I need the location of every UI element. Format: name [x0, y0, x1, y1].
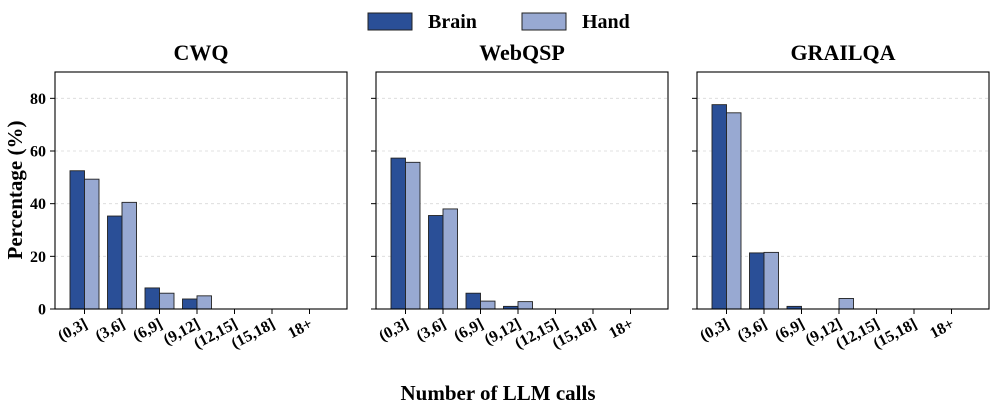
bar-hand [121, 201, 137, 310]
x-tick-label: (15,18] [229, 316, 278, 353]
y-tick-label: 0 [38, 302, 46, 319]
x-tick-label: (0,3] [697, 316, 732, 345]
panel-title: CWQ [174, 40, 229, 65]
legend-item-hand: Hand [521, 11, 630, 33]
bar-brain [749, 252, 765, 310]
bar-hand [517, 301, 533, 310]
panel-title: GRAILQA [790, 40, 895, 65]
x-tick-label: (3,6] [414, 316, 449, 345]
bar-brain [107, 215, 123, 310]
panel-frame [696, 71, 990, 310]
x-tick-label: (3,6] [93, 316, 128, 345]
bar-hand [480, 300, 496, 310]
y-tick-label: 60 [30, 144, 46, 161]
y-tick-label: 20 [30, 249, 46, 266]
legend: Brain Hand [367, 11, 630, 33]
bar-hand [763, 251, 779, 310]
legend-item-brain: Brain [367, 11, 477, 33]
bar-hand [726, 112, 742, 310]
x-tick-label: (0,3] [376, 316, 411, 345]
bar-brain [69, 170, 85, 310]
x-tick-label: (6,9] [772, 316, 807, 345]
x-axis-label: Number of LLM calls [400, 381, 595, 405]
x-tick-label: (15,18] [871, 316, 920, 353]
bar-hand [838, 298, 854, 310]
y-tick-label: 40 [30, 196, 46, 213]
bar-hand [405, 161, 421, 310]
panel-grailqa: GRAILQA(0,3] (3,6] (6,9](9,12](12,15](15,1… [692, 40, 990, 353]
y-tick-label: 80 [30, 91, 46, 108]
bar-hand [159, 292, 175, 310]
bar-brain [144, 287, 160, 310]
bar-hand [84, 178, 100, 310]
legend-label: Hand [582, 11, 630, 33]
panel-frame [375, 71, 669, 310]
x-tick-label: 18+ [927, 316, 957, 343]
bar-brain [390, 157, 406, 310]
legend-label: Brain [428, 11, 477, 33]
x-tick-label: (15,18] [550, 316, 599, 353]
x-tick-label: (3,6] [735, 316, 770, 345]
panel-frame [54, 71, 348, 310]
bar-brain [465, 292, 481, 310]
legend-swatch [367, 12, 413, 31]
x-tick-label: (6,9] [130, 316, 165, 345]
x-tick-label: 18+ [285, 316, 315, 343]
bar-brain [711, 104, 727, 310]
y-axis-label: Percentage (%) [3, 121, 27, 260]
legend-swatch [521, 12, 567, 31]
panel-title: WebQSP [479, 40, 565, 65]
x-tick-label: 18+ [606, 316, 636, 343]
x-tick-label: (0,3] [55, 316, 90, 345]
bar-brain [428, 215, 444, 310]
bar-brain [182, 298, 198, 310]
bar-hand [442, 208, 458, 310]
bar-hand [196, 295, 212, 310]
x-tick-label: (6,9] [451, 316, 486, 345]
panel-webqsp: WebQSP(0,3] (3,6] (6,9](9,12](12,15](15,18… [371, 40, 669, 353]
